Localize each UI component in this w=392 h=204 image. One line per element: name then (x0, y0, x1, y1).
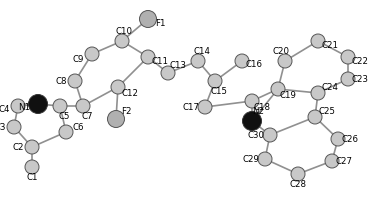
Circle shape (53, 100, 67, 113)
Text: C29: C29 (243, 155, 260, 164)
Circle shape (341, 51, 355, 65)
Text: C8: C8 (55, 77, 67, 86)
Circle shape (7, 120, 21, 134)
Text: C10: C10 (116, 27, 132, 36)
Circle shape (308, 110, 322, 124)
Circle shape (258, 152, 272, 166)
Circle shape (278, 55, 292, 69)
Text: C19: C19 (279, 91, 296, 100)
Text: C23: C23 (352, 75, 368, 84)
Circle shape (311, 86, 325, 101)
Circle shape (325, 154, 339, 168)
Text: N2: N2 (252, 107, 264, 116)
Circle shape (341, 73, 355, 86)
Text: C6: C6 (72, 122, 84, 131)
Text: C27: C27 (336, 157, 352, 166)
Circle shape (243, 112, 261, 131)
Text: C1: C1 (26, 173, 38, 182)
Circle shape (245, 94, 259, 109)
Circle shape (29, 95, 47, 114)
Text: C4: C4 (0, 105, 10, 114)
Text: C15: C15 (211, 87, 227, 96)
Text: C9: C9 (72, 54, 83, 63)
Circle shape (25, 140, 39, 154)
Circle shape (111, 81, 125, 94)
Circle shape (161, 67, 175, 81)
Text: C11: C11 (151, 57, 169, 66)
Circle shape (11, 100, 25, 113)
Circle shape (115, 35, 129, 49)
Text: C18: C18 (254, 103, 270, 112)
Circle shape (25, 160, 39, 174)
Text: C20: C20 (272, 47, 290, 56)
Circle shape (331, 132, 345, 146)
Circle shape (85, 48, 99, 62)
Circle shape (198, 101, 212, 114)
Text: C25: C25 (318, 107, 336, 116)
Text: C16: C16 (245, 60, 263, 69)
Circle shape (271, 83, 285, 96)
Text: C3: C3 (0, 123, 6, 132)
Circle shape (140, 11, 156, 28)
Text: C14: C14 (194, 47, 211, 56)
Circle shape (291, 167, 305, 181)
Circle shape (107, 111, 125, 128)
Circle shape (208, 75, 222, 89)
Text: C17: C17 (183, 103, 200, 112)
Circle shape (191, 55, 205, 69)
Text: C2: C2 (12, 143, 24, 152)
Circle shape (76, 100, 90, 113)
Text: C30: C30 (247, 131, 265, 140)
Circle shape (141, 51, 155, 65)
Text: C24: C24 (321, 83, 339, 92)
Text: C5: C5 (58, 112, 70, 121)
Circle shape (235, 55, 249, 69)
Text: C13: C13 (169, 61, 187, 70)
Text: C21: C21 (321, 41, 339, 50)
Text: N1: N1 (18, 103, 30, 112)
Text: C22: C22 (352, 57, 368, 66)
Text: F2: F2 (121, 107, 131, 116)
Text: C26: C26 (341, 135, 359, 144)
Circle shape (311, 35, 325, 49)
Text: C7: C7 (81, 112, 93, 121)
Circle shape (59, 125, 73, 139)
Text: C28: C28 (290, 180, 307, 188)
Circle shape (68, 75, 82, 89)
Text: C12: C12 (122, 89, 138, 98)
Circle shape (263, 128, 277, 142)
Text: F1: F1 (155, 18, 165, 27)
